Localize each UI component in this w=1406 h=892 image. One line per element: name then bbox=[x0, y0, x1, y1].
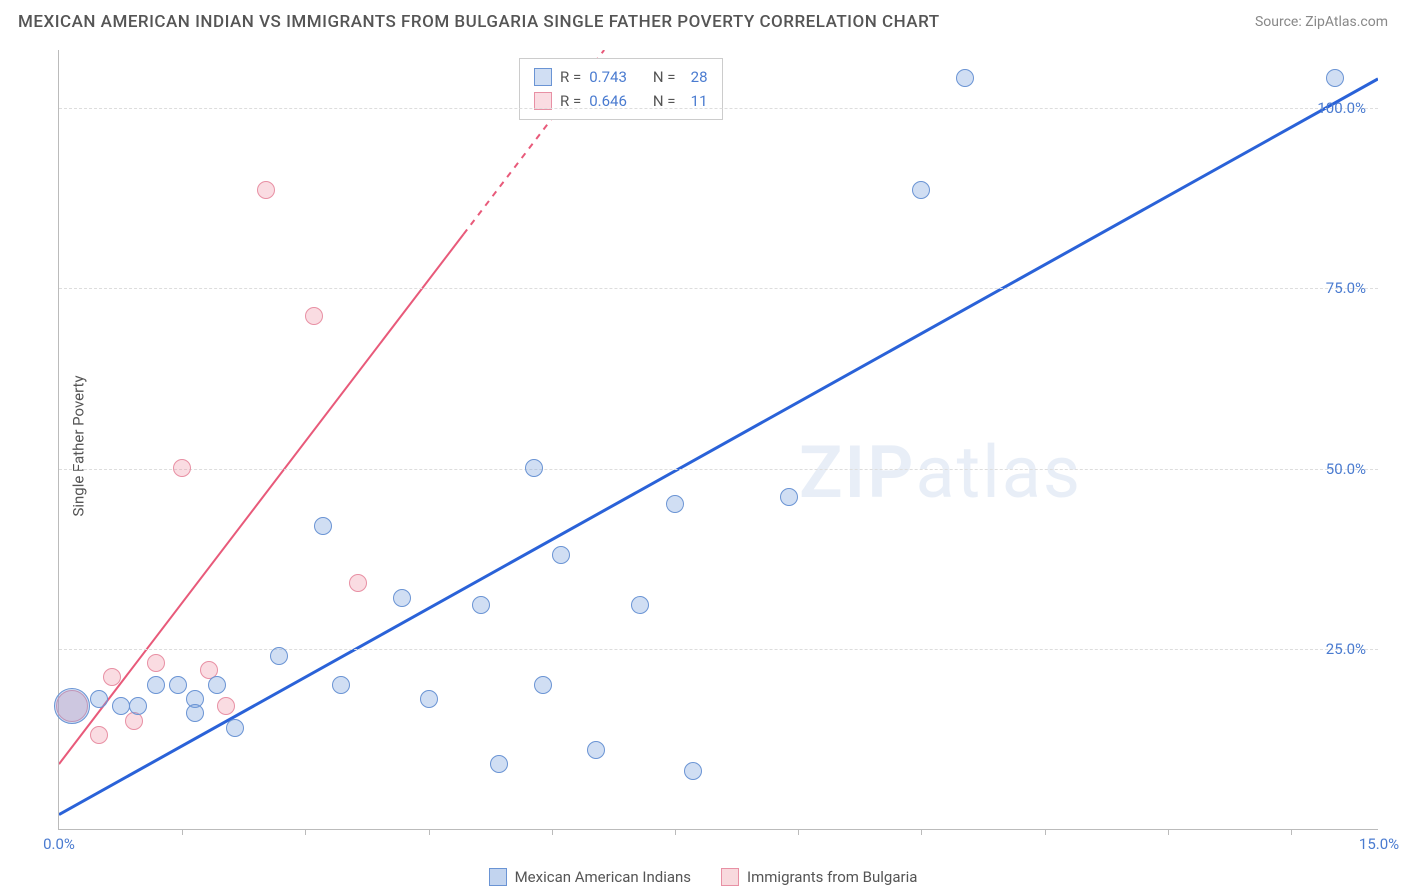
data-point bbox=[490, 755, 508, 773]
data-point bbox=[270, 647, 288, 665]
n-label: N = bbox=[653, 65, 676, 89]
y-tick-label: 50.0% bbox=[1326, 460, 1366, 478]
data-point bbox=[393, 589, 411, 607]
data-point bbox=[103, 668, 121, 686]
data-point bbox=[349, 574, 367, 592]
data-point bbox=[332, 676, 350, 694]
watermark: ZIPatlas bbox=[799, 430, 1082, 515]
gridline bbox=[59, 288, 1378, 289]
data-point bbox=[112, 697, 130, 715]
data-point bbox=[257, 181, 275, 199]
chart-title: MEXICAN AMERICAN INDIAN VS IMMIGRANTS FR… bbox=[18, 12, 940, 32]
gridline bbox=[59, 108, 1378, 109]
legend-swatch bbox=[721, 868, 739, 886]
bottom-legend: Mexican American Indians Immigrants from … bbox=[0, 868, 1406, 886]
trend-line bbox=[59, 234, 463, 764]
gridline bbox=[59, 649, 1378, 650]
x-tick bbox=[675, 829, 676, 835]
data-point bbox=[912, 181, 930, 199]
data-point bbox=[314, 517, 332, 535]
data-point bbox=[169, 676, 187, 694]
data-point bbox=[666, 495, 684, 513]
data-point bbox=[173, 459, 191, 477]
data-point bbox=[217, 697, 235, 715]
data-point bbox=[208, 676, 226, 694]
data-point bbox=[472, 596, 490, 614]
x-tick bbox=[798, 829, 799, 835]
data-point bbox=[129, 697, 147, 715]
r-value: 0.743 bbox=[589, 65, 627, 89]
bottom-legend-item: Mexican American Indians bbox=[489, 868, 691, 886]
x-tick bbox=[921, 829, 922, 835]
data-point bbox=[956, 69, 974, 87]
data-point bbox=[684, 762, 702, 780]
data-point bbox=[90, 726, 108, 744]
data-point bbox=[780, 488, 798, 506]
x-tick bbox=[305, 829, 306, 835]
data-point bbox=[305, 307, 323, 325]
watermark-zip: ZIP bbox=[799, 430, 915, 515]
gridline bbox=[59, 469, 1378, 470]
data-point bbox=[1326, 69, 1344, 87]
data-point bbox=[186, 704, 204, 722]
x-tick bbox=[429, 829, 430, 835]
x-tick-label: 15.0% bbox=[1359, 835, 1399, 853]
trend-lines-svg bbox=[59, 50, 1378, 829]
legend-swatch bbox=[489, 868, 507, 886]
legend-label: Immigrants from Bulgaria bbox=[747, 868, 917, 886]
data-point bbox=[552, 546, 570, 564]
n-label: N = bbox=[653, 89, 676, 113]
data-point bbox=[226, 719, 244, 737]
r-label: R = bbox=[560, 65, 581, 89]
r-label: R = bbox=[560, 89, 581, 113]
source-label: Source: ZipAtlas.com bbox=[1255, 14, 1388, 30]
data-point bbox=[54, 688, 90, 724]
n-value: 28 bbox=[684, 65, 708, 89]
stats-legend-row: R = 0.646 N = 11 bbox=[534, 89, 708, 113]
x-tick bbox=[1168, 829, 1169, 835]
watermark-atlas: atlas bbox=[915, 430, 1082, 515]
y-tick-label: 25.0% bbox=[1326, 640, 1366, 658]
x-tick bbox=[1045, 829, 1046, 835]
header-row: MEXICAN AMERICAN INDIAN VS IMMIGRANTS FR… bbox=[18, 12, 1388, 32]
x-tick bbox=[1291, 829, 1292, 835]
data-point bbox=[147, 654, 165, 672]
data-point bbox=[534, 676, 552, 694]
r-value: 0.646 bbox=[589, 89, 627, 113]
data-point bbox=[147, 676, 165, 694]
x-tick bbox=[182, 829, 183, 835]
x-tick-label: 0.0% bbox=[43, 835, 75, 853]
stats-legend-row: R = 0.743 N = 28 bbox=[534, 65, 708, 89]
legend-swatch bbox=[534, 68, 552, 86]
data-point bbox=[525, 459, 543, 477]
bottom-legend-item: Immigrants from Bulgaria bbox=[721, 868, 917, 886]
y-tick-label: 75.0% bbox=[1326, 279, 1366, 297]
data-point bbox=[587, 741, 605, 759]
data-point bbox=[631, 596, 649, 614]
y-tick-label: 100.0% bbox=[1317, 99, 1366, 117]
data-point bbox=[90, 690, 108, 708]
stats-legend: R = 0.743 N = 28 R = 0.646 N = 11 bbox=[519, 58, 723, 120]
x-tick bbox=[552, 829, 553, 835]
legend-label: Mexican American Indians bbox=[515, 868, 691, 886]
data-point bbox=[420, 690, 438, 708]
plot-area: ZIPatlas R = 0.743N = 28R = 0.646N = 11 … bbox=[58, 50, 1378, 830]
n-value: 11 bbox=[684, 89, 708, 113]
